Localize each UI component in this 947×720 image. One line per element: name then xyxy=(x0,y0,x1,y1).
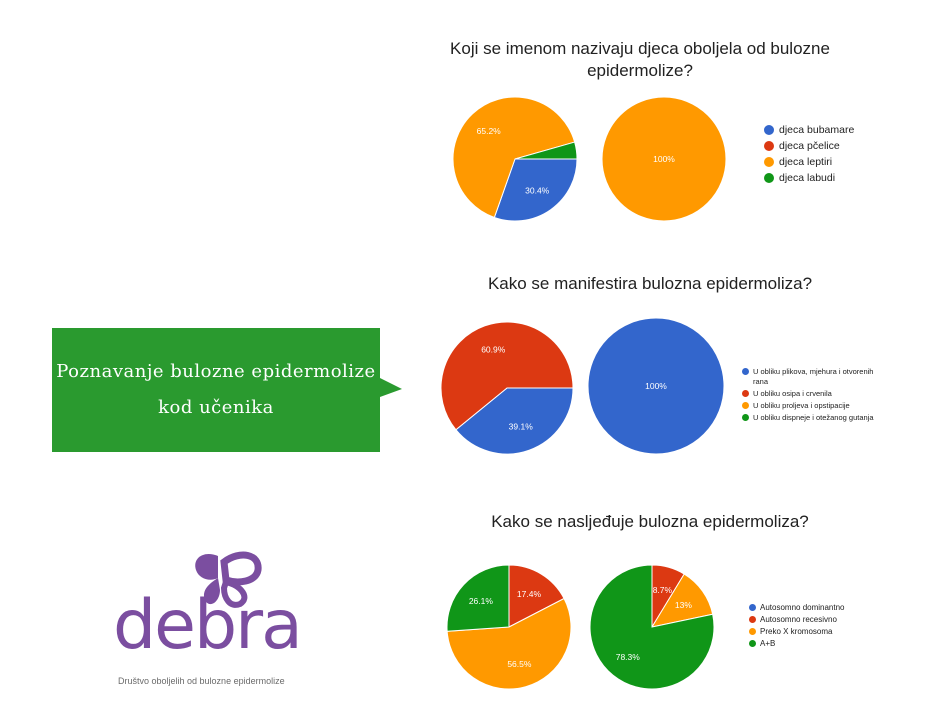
chart-legend: djeca bubamare djeca pčelice djeca lepti… xyxy=(764,122,854,186)
legend-item: djeca labudi xyxy=(764,170,854,186)
legend-item: U obliku dispneje i otežanog gutanja xyxy=(742,413,882,423)
pie-slice xyxy=(601,96,727,222)
slice-label: 13% xyxy=(675,600,692,610)
debra-logo: debra Društvo oboljelih od bulozne epide… xyxy=(100,548,330,698)
chart-title: Koji se imenom nazivaju djeca oboljela o… xyxy=(450,39,830,80)
slice-label: 39.1% xyxy=(509,422,534,432)
legend-label: U obliku osipa i crvenila xyxy=(753,389,832,398)
legend-swatch xyxy=(749,616,756,623)
legend-swatch xyxy=(749,604,756,611)
legend-label: Autosomno recesivno xyxy=(760,615,837,624)
banner-line: kod učenika xyxy=(158,397,274,418)
slice-label: 100% xyxy=(645,381,667,391)
chart-legend: Autosomno dominantno Autosomno recesivno… xyxy=(749,602,845,650)
pie-slice xyxy=(493,158,578,222)
pie-slice xyxy=(508,564,565,628)
legend-label: U obliku proljeva i opstipacije xyxy=(753,401,850,410)
pie-slice xyxy=(446,564,510,632)
legend-swatch xyxy=(742,414,749,421)
legend-swatch xyxy=(764,141,774,151)
legend-item: djeca pčelice xyxy=(764,138,854,154)
chart-title: Kako se manifestira bulozna epidermoliza… xyxy=(487,274,813,293)
chart-legend: U obliku plikova, mjehura i otvorenih ra… xyxy=(742,367,882,425)
legend-swatch xyxy=(764,173,774,183)
butterfly-icon xyxy=(195,551,262,608)
slice-label: 100% xyxy=(653,154,675,164)
legend-label: Autosomno dominantno xyxy=(760,603,845,612)
legend-item: U obliku osipa i crvenila xyxy=(742,389,882,399)
pie-slice xyxy=(446,597,572,690)
slice-label: 78.3% xyxy=(616,652,641,662)
slice-label: 8.7% xyxy=(653,585,673,595)
legend-swatch xyxy=(749,628,756,635)
pie-slice xyxy=(455,387,574,455)
legend-item: Autosomno dominantno xyxy=(749,602,845,614)
legend-item: A+B xyxy=(749,638,845,650)
legend-swatch xyxy=(742,368,749,375)
slice-label: 30.4% xyxy=(525,185,550,195)
slice-label: 26.1% xyxy=(469,596,494,606)
banner-line: Poznavanje bulozne epidermolize xyxy=(56,361,376,382)
legend-item: U obliku proljeva i opstipacije xyxy=(742,401,882,411)
pie-slice xyxy=(589,564,715,690)
pie-slice xyxy=(452,96,576,219)
legend-label: djeca labudi xyxy=(779,172,836,184)
legend-swatch xyxy=(742,402,749,409)
banner-text: Poznavanje bulozne epidermolize kod učen… xyxy=(52,354,380,426)
legend-label: djeca leptiri xyxy=(779,156,833,168)
legend-item: djeca leptiri xyxy=(764,154,854,170)
logo-tagline: Društvo oboljelih od bulozne epidermoliz… xyxy=(118,676,285,686)
pie-slice xyxy=(440,321,574,431)
pie-slice xyxy=(587,317,725,455)
logo-word: debra xyxy=(113,586,303,665)
slice-label: 65.2% xyxy=(477,126,502,136)
slice-label: 60.9% xyxy=(481,344,506,354)
slice-label: 17.4% xyxy=(517,589,542,599)
legend-label: djeca pčelice xyxy=(779,140,840,152)
legend-item: djeca bubamare xyxy=(764,122,854,138)
legend-item: Autosomno recesivno xyxy=(749,614,845,626)
legend-swatch xyxy=(742,390,749,397)
pie-slice xyxy=(514,141,578,160)
legend-label: Preko X kromosoma xyxy=(760,627,833,636)
chart-title: Kako se nasljeđuje bulozna epidermoliza? xyxy=(491,512,809,531)
legend-item: U obliku plikova, mjehura i otvorenih ra… xyxy=(742,367,882,387)
legend-swatch xyxy=(764,157,774,167)
legend-label: U obliku plikova, mjehura i otvorenih ra… xyxy=(753,367,874,386)
legend-item: Preko X kromosoma xyxy=(749,626,845,638)
legend-swatch xyxy=(764,125,774,135)
legend-label: U obliku dispneje i otežanog gutanja xyxy=(753,413,874,422)
legend-label: djeca bubamare xyxy=(779,124,855,136)
legend-swatch xyxy=(749,640,756,647)
legend-label: A+B xyxy=(760,639,776,648)
slice-label: 56.5% xyxy=(507,659,532,669)
